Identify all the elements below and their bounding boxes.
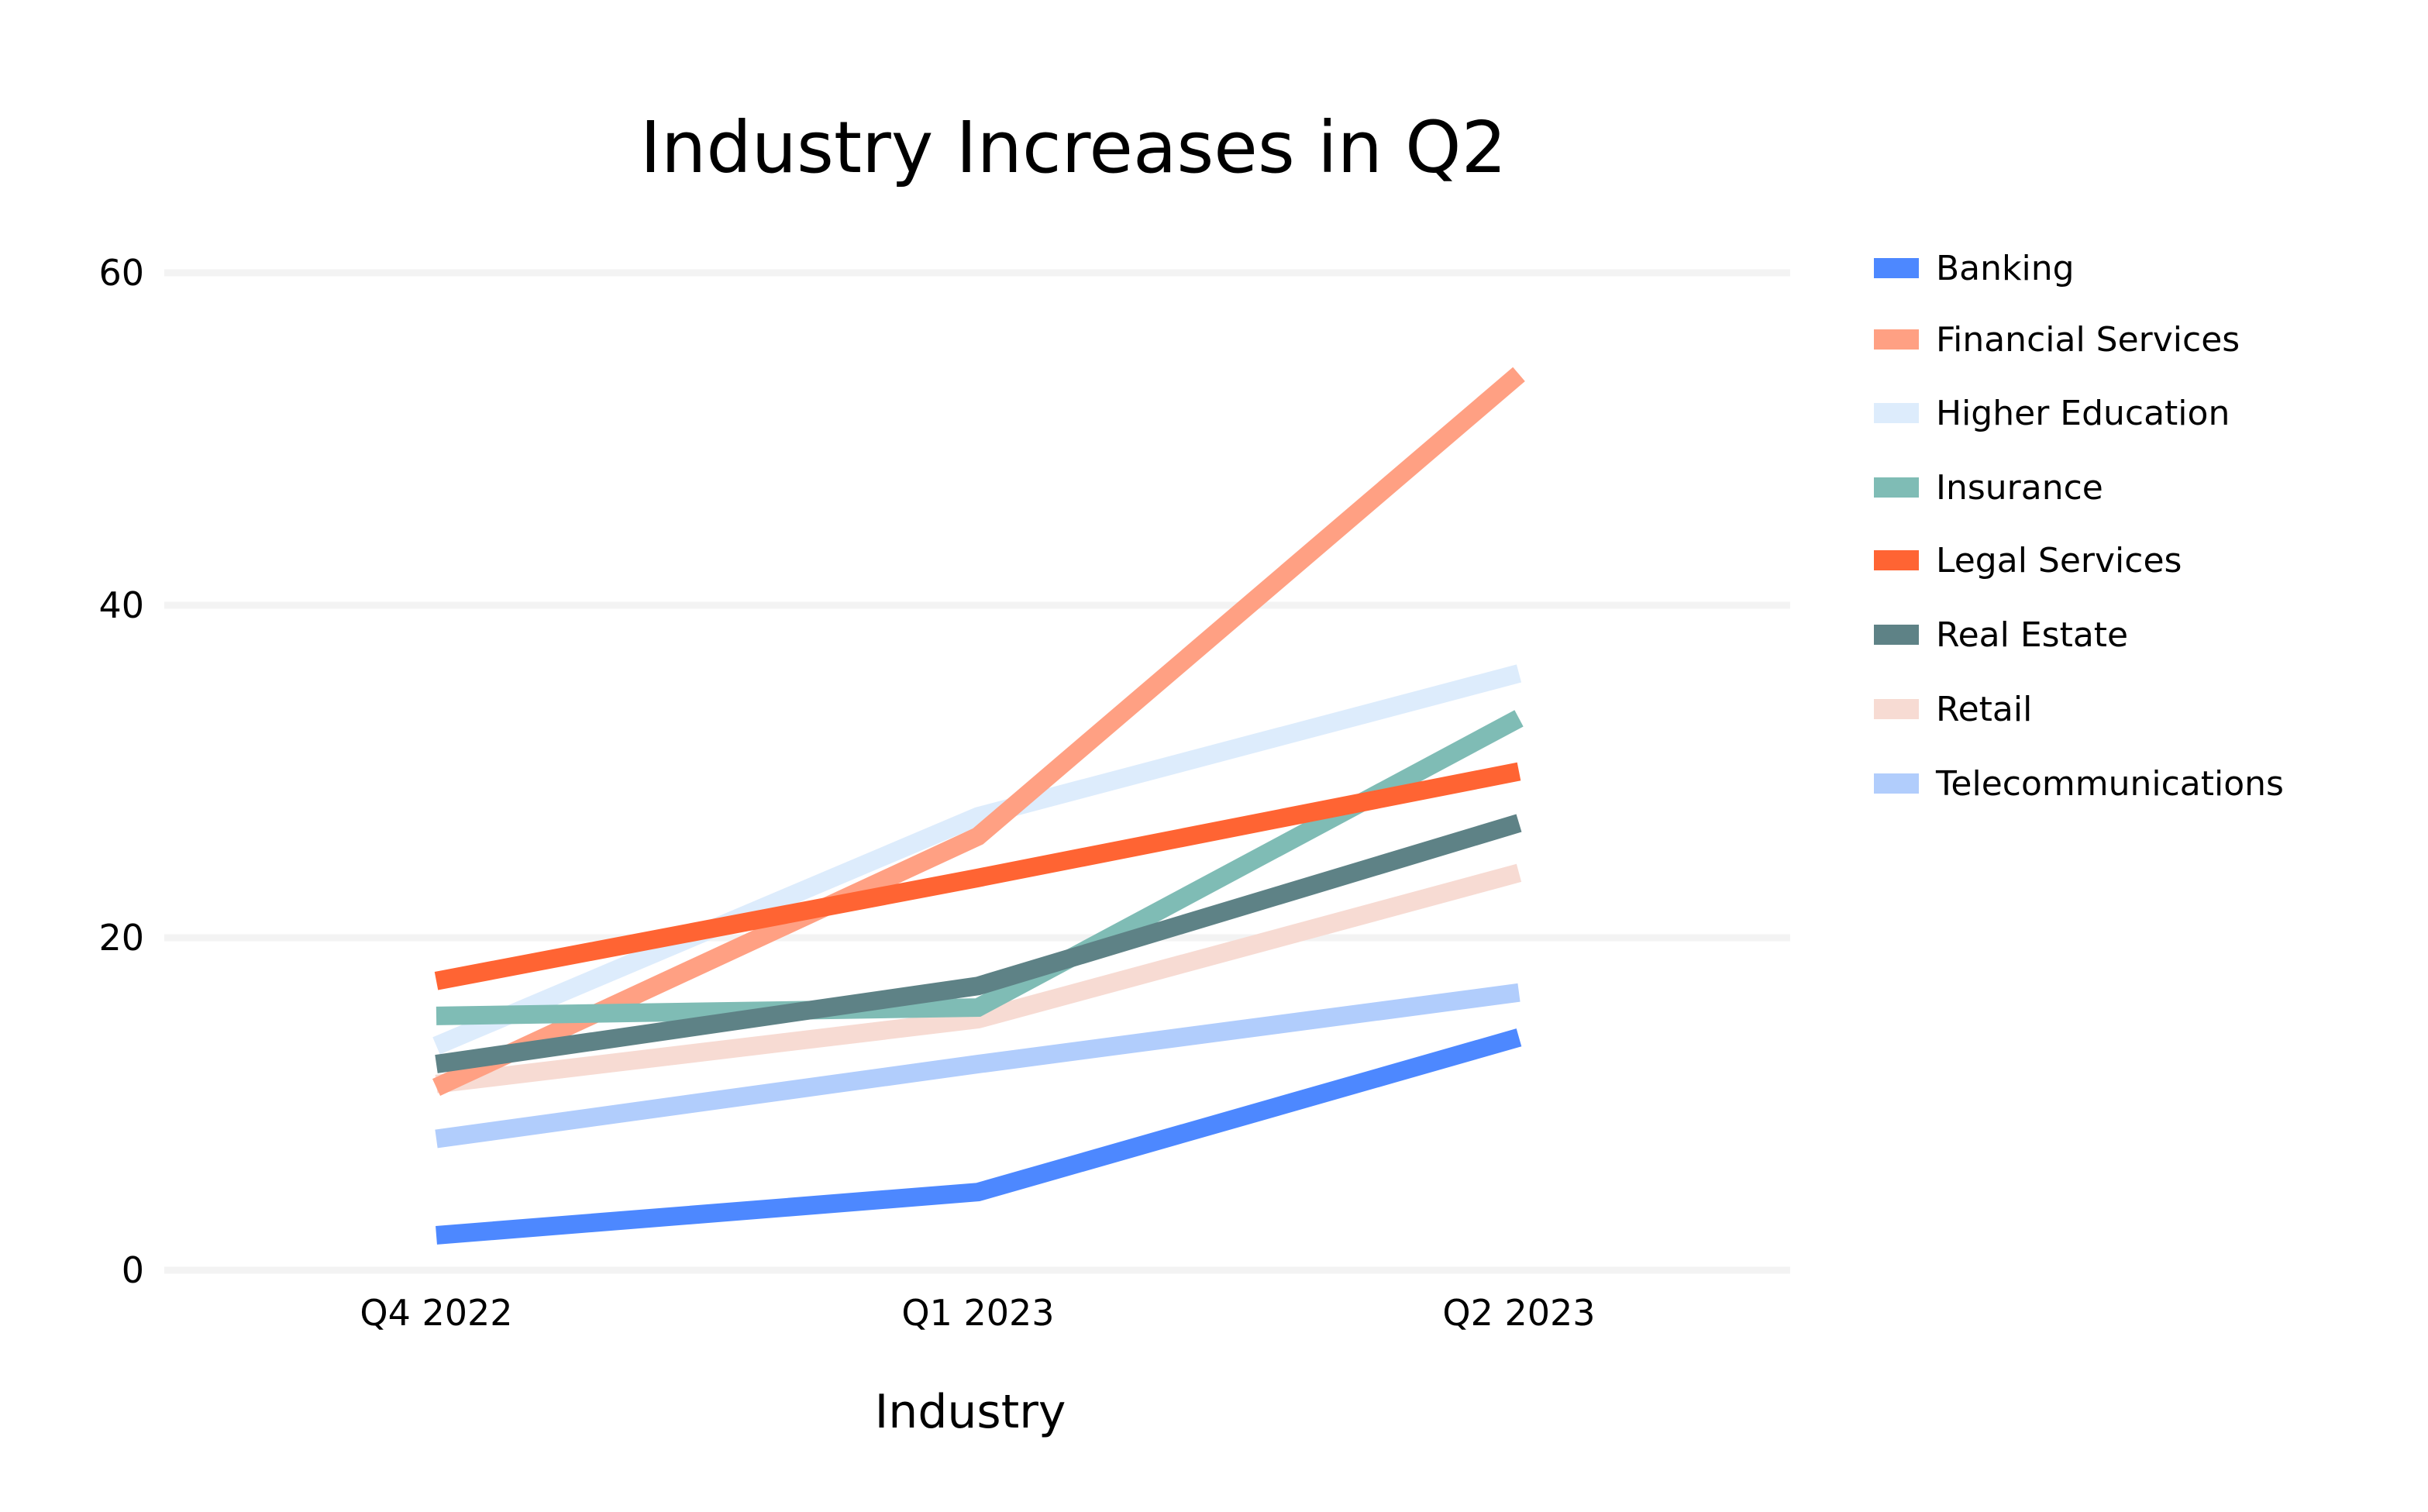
legend-label: Retail	[1936, 690, 2032, 729]
legend-label: Legal Services	[1936, 541, 2182, 580]
legend-swatch	[1874, 773, 1919, 794]
series-lines	[432, 367, 1525, 1245]
y-tick-label: 40	[98, 584, 144, 626]
series-line-real-estate	[435, 814, 1522, 1073]
series-line-financial-services	[432, 367, 1525, 1096]
chart-title: Industry Increases in Q2	[640, 106, 1507, 189]
legend: Banking Financial Services Higher Educatio…	[1874, 249, 2284, 804]
legend-swatch	[1874, 550, 1919, 570]
legend-swatch	[1874, 403, 1919, 423]
y-tick-label: 20	[98, 917, 144, 959]
legend-label: Banking	[1936, 249, 2075, 288]
legend-label: Telecommunications	[1935, 764, 2284, 804]
series-line-higher-education	[432, 664, 1522, 1055]
legend-swatch	[1874, 699, 1919, 719]
series-line-retail	[435, 863, 1522, 1094]
legend-item-telecommunications[interactable]: Telecommunications	[1874, 764, 2284, 804]
x-tick-label: Q4 2022	[360, 1292, 512, 1334]
y-tick-label: 60	[98, 252, 144, 294]
legend-swatch	[1874, 477, 1919, 498]
y-axis-ticks: 0 20 40 60	[98, 252, 144, 1291]
legend-label: Insurance	[1936, 468, 2103, 508]
x-axis-ticks: Q4 2022 Q1 2023 Q2 2023	[360, 1292, 1595, 1334]
legend-item-banking[interactable]: Banking	[1874, 249, 2075, 288]
x-axis-title: Industry	[875, 1385, 1066, 1439]
gridlines	[164, 269, 1790, 1274]
legend-swatch	[1874, 329, 1919, 350]
legend-label: Real Estate	[1936, 615, 2128, 655]
legend-label: Higher Education	[1936, 394, 2230, 433]
series-line-legal-services	[434, 762, 1521, 990]
legend-item-legal-services[interactable]: Legal Services	[1874, 541, 2182, 580]
legend-label: Financial Services	[1936, 320, 2240, 360]
series-line-telecommunications	[435, 983, 1521, 1149]
legend-swatch	[1874, 625, 1919, 645]
y-tick-label: 0	[122, 1249, 144, 1291]
legend-swatch	[1874, 258, 1919, 278]
legend-item-insurance[interactable]: Insurance	[1874, 468, 2103, 508]
legend-item-higher-education[interactable]: Higher Education	[1874, 394, 2230, 433]
legend-item-real-estate[interactable]: Real Estate	[1874, 615, 2128, 655]
series-line-banking	[436, 1028, 1522, 1245]
legend-item-retail[interactable]: Retail	[1874, 690, 2032, 729]
x-tick-label: Q2 2023	[1442, 1292, 1595, 1334]
legend-item-financial-services[interactable]: Financial Services	[1874, 320, 2240, 360]
x-tick-label: Q1 2023	[901, 1292, 1054, 1334]
